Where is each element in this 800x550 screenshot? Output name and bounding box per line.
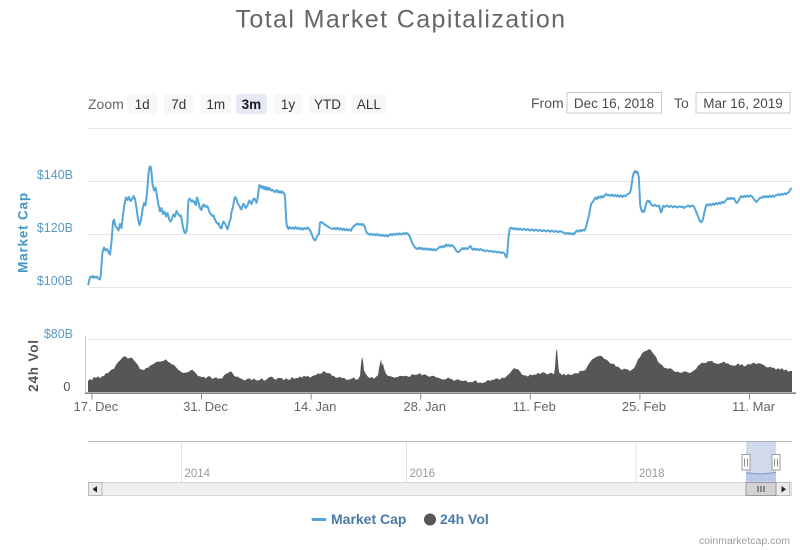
svg-text:Market Cap: Market Cap [16, 192, 31, 273]
svg-text:Zoom: Zoom [88, 96, 124, 112]
svg-text:ALL: ALL [357, 97, 382, 112]
svg-text:$80B: $80B [44, 327, 73, 341]
svg-text:Total Market Capitalization: Total Market Capitalization [236, 6, 567, 34]
svg-text:1m: 1m [206, 97, 225, 112]
svg-text:$140B: $140B [37, 168, 73, 182]
svg-text:2014: 2014 [185, 468, 211, 480]
svg-text:YTD: YTD [314, 97, 341, 112]
svg-text:24h Vol: 24h Vol [440, 511, 489, 527]
svg-text:14. Jan: 14. Jan [294, 399, 337, 414]
svg-text:24h Vol: 24h Vol [26, 339, 41, 392]
svg-text:1d: 1d [135, 97, 150, 112]
svg-text:28. Jan: 28. Jan [403, 399, 446, 414]
svg-text:Dec 16, 2018: Dec 16, 2018 [574, 96, 654, 111]
svg-text:2016: 2016 [410, 468, 436, 480]
svg-text:Mar 16, 2019: Mar 16, 2019 [703, 96, 783, 111]
svg-text:11. Feb: 11. Feb [513, 399, 556, 414]
svg-text:31. Dec: 31. Dec [183, 399, 228, 414]
svg-text:From: From [531, 95, 564, 111]
svg-text:11. Mar: 11. Mar [732, 399, 776, 414]
svg-text:Market Cap: Market Cap [331, 511, 406, 527]
svg-text:To: To [674, 95, 689, 111]
svg-text:coinmarketcap.com: coinmarketcap.com [699, 535, 790, 547]
svg-text:17. Dec: 17. Dec [73, 399, 118, 414]
svg-text:$100B: $100B [37, 274, 73, 288]
svg-text:3m: 3m [242, 97, 262, 112]
svg-text:$120B: $120B [37, 221, 73, 235]
svg-text:0: 0 [63, 379, 70, 394]
svg-text:2018: 2018 [639, 468, 665, 480]
svg-text:25. Feb: 25. Feb [622, 399, 666, 414]
svg-text:7d: 7d [171, 97, 186, 112]
svg-text:1y: 1y [281, 97, 296, 112]
